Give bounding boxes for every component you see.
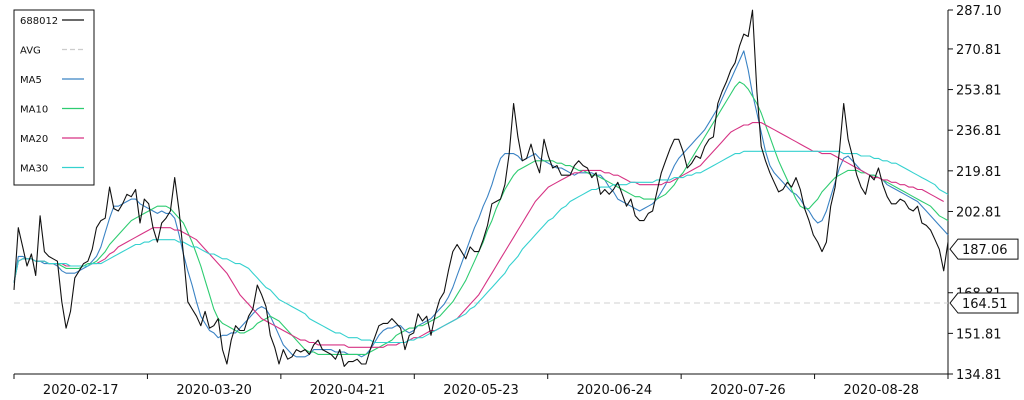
series-line-ma30 [13, 150, 949, 344]
last-price-callout-box [949, 238, 1019, 260]
last-price-callout-label: 187.06 [962, 243, 1008, 258]
axes-group: 287.10270.81253.81236.81219.81202.81168.… [13, 4, 1002, 398]
y-tick-label: 287.10 [956, 4, 1002, 19]
x-tick-label: 2020-03-20 [176, 383, 252, 398]
x-tick-label: 2020-02-17 [43, 383, 119, 398]
x-tick-label: 2020-06-24 [577, 383, 653, 398]
y-tick-label: 202.81 [956, 205, 1002, 220]
y-tick-label: 151.81 [956, 327, 1002, 342]
callouts-group: 187.06 164.51 [949, 238, 1019, 314]
legend-label: MA30 [20, 164, 48, 175]
legend-label: AVG [20, 46, 41, 57]
avg-callout-label: 164.51 [962, 297, 1008, 312]
x-tick-label: 2020-07-26 [710, 383, 786, 398]
series-line-ma5 [13, 50, 949, 358]
series-line-688012 [13, 9, 949, 367]
series-line-ma20 [13, 122, 944, 348]
y-tick-label: 219.81 [956, 165, 1002, 180]
y-tick-label: 270.81 [956, 43, 1002, 58]
y-tick-label: 253.81 [956, 84, 1002, 99]
x-tick-label: 2020-08-28 [844, 383, 920, 398]
legend-label: 688012 [20, 16, 58, 27]
y-tick-label: 236.81 [956, 124, 1002, 139]
legend-label: MA5 [20, 75, 42, 86]
x-tick-label: 2020-05-23 [443, 383, 519, 398]
legend-label: MA20 [20, 134, 48, 145]
legend: 688012 AVG MA5 MA10 MA20 MA30 [13, 9, 95, 186]
legend-label: MA10 [20, 105, 48, 116]
x-tick-label: 2020-04-21 [310, 383, 386, 398]
avg-callout-box [949, 292, 1019, 314]
series-group [13, 9, 949, 367]
legend-box [13, 9, 95, 186]
y-tick-label: 134.81 [956, 368, 1002, 383]
